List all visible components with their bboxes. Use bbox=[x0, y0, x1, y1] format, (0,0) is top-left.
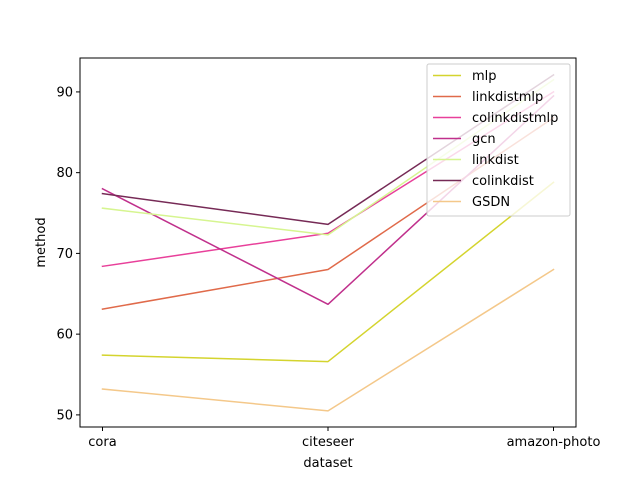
legend: mlp linkdistmlp colinkdistmlp gcn linkdist co… bbox=[426, 63, 571, 217]
y-tick-label: 90 bbox=[56, 85, 73, 100]
x-tick-label: amazon-photo bbox=[507, 435, 601, 450]
legend-label: mlp bbox=[472, 69, 497, 84]
legend-label: linkdist bbox=[472, 153, 519, 168]
legend-label: colinkdistmlp bbox=[472, 111, 558, 126]
legend-label: gcn bbox=[472, 132, 496, 147]
x-ticks: cora citeseer amazon-photo bbox=[88, 427, 600, 450]
y-tick-label: 80 bbox=[56, 166, 73, 181]
legend-label: linkdistmlp bbox=[472, 90, 543, 105]
y-tick-label: 70 bbox=[56, 247, 73, 262]
x-tick-label: citeseer bbox=[302, 435, 355, 450]
x-tick-label: cora bbox=[88, 435, 116, 450]
legend-frame bbox=[426, 63, 571, 217]
legend-label: colinkdist bbox=[472, 174, 534, 189]
y-tick-label: 60 bbox=[56, 328, 73, 343]
y-axis-label: method bbox=[34, 217, 49, 267]
y-ticks: 50 60 70 80 90 bbox=[56, 85, 80, 423]
series-line-6 bbox=[101, 268, 555, 412]
y-tick-label: 50 bbox=[56, 408, 73, 423]
series-line-0 bbox=[101, 181, 555, 363]
x-axis-label: dataset bbox=[303, 456, 352, 471]
legend-label: GSDN bbox=[472, 195, 510, 210]
